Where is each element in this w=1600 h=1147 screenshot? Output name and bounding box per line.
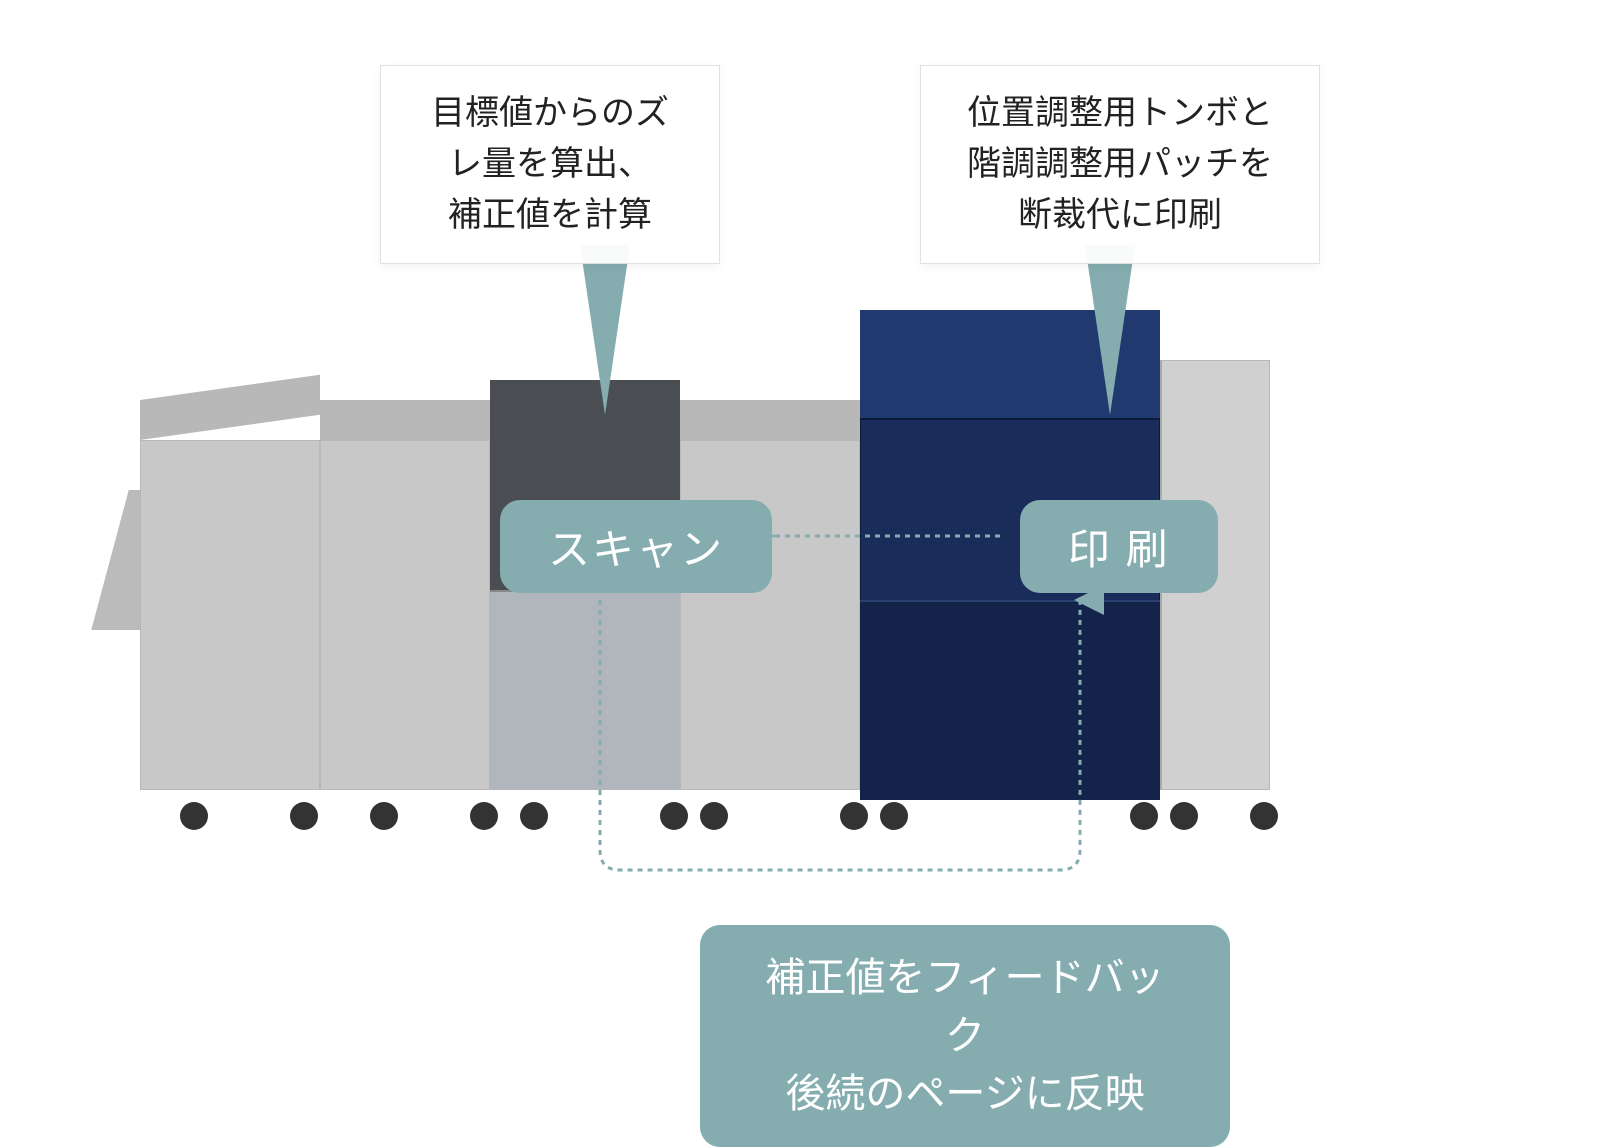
badge-text: 補正値をフィードバック bbox=[750, 949, 1180, 1065]
callout-text: 目標値からのズ bbox=[411, 88, 689, 139]
callout-text: 位置調整用トンボと bbox=[951, 88, 1289, 139]
castor-icon bbox=[370, 802, 398, 830]
castor-icon bbox=[290, 802, 318, 830]
castor-icon bbox=[1250, 802, 1278, 830]
castor-icon bbox=[700, 802, 728, 830]
castor-icon bbox=[470, 802, 498, 830]
print-module-top bbox=[860, 310, 1160, 420]
callout-text: 補正値を計算 bbox=[411, 190, 689, 241]
callout-text: 断裁代に印刷 bbox=[951, 190, 1289, 241]
badge-text: 後続のページに反映 bbox=[750, 1065, 1180, 1123]
printer-cover bbox=[680, 400, 860, 440]
castor-icon bbox=[660, 802, 688, 830]
print-module-bottom bbox=[860, 600, 1160, 800]
feedback-badge: 補正値をフィードバック 後続のページに反映 bbox=[700, 925, 1230, 1147]
castor-icon bbox=[880, 802, 908, 830]
castor-icon bbox=[1170, 802, 1198, 830]
castor-icon bbox=[180, 802, 208, 830]
scan-module-bottom bbox=[490, 590, 680, 790]
printer-module bbox=[680, 440, 860, 790]
print-pill: 印 刷 bbox=[1020, 500, 1218, 593]
scan-pill: スキャン bbox=[500, 500, 772, 593]
callout-text: 階調調整用パッチを bbox=[951, 139, 1289, 190]
printer-cover bbox=[320, 400, 490, 440]
callout-left: 目標値からのズ レ量を算出、 補正値を計算 bbox=[380, 65, 720, 264]
castor-icon bbox=[840, 802, 868, 830]
callout-text: レ量を算出、 bbox=[411, 139, 689, 190]
castor-icon bbox=[520, 802, 548, 830]
printer-module bbox=[140, 440, 320, 790]
printer-module bbox=[320, 440, 490, 790]
castor-icon bbox=[1130, 802, 1158, 830]
printer-cover bbox=[140, 375, 320, 440]
callout-right: 位置調整用トンボと 階調調整用パッチを 断裁代に印刷 bbox=[920, 65, 1320, 264]
